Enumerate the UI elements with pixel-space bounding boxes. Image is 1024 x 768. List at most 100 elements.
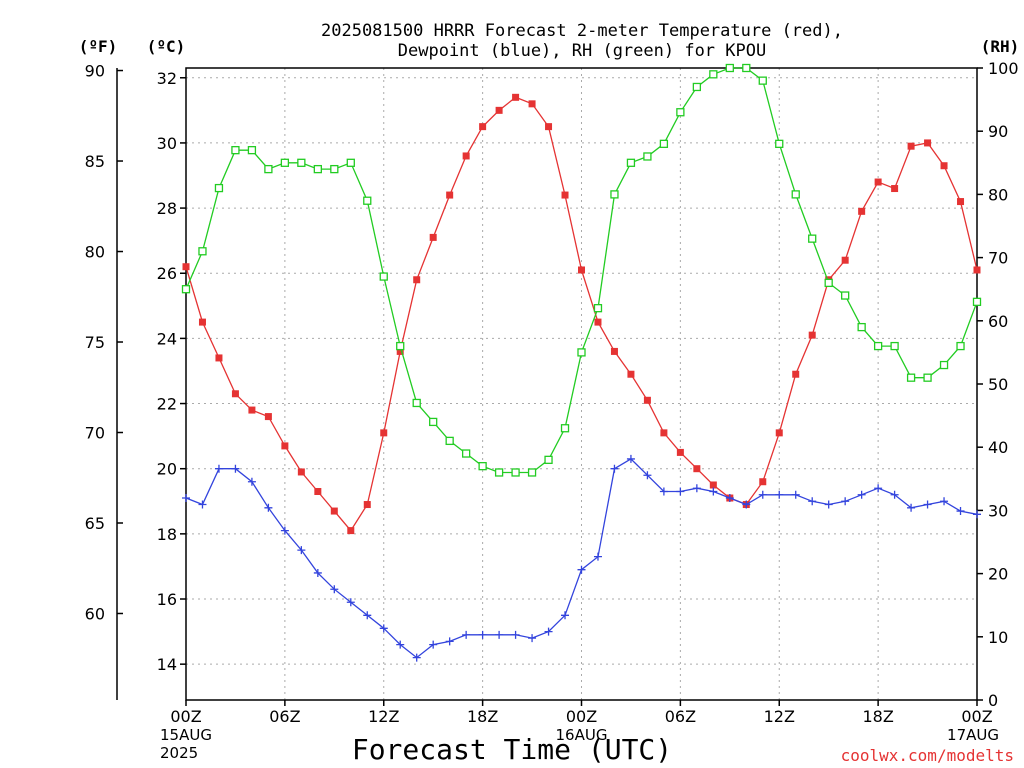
rh-tick-label: 90 xyxy=(988,122,1008,141)
temperature-point xyxy=(940,162,948,170)
celsius-tick-label: 14 xyxy=(157,655,177,674)
dewpoint-point xyxy=(346,598,355,607)
dewpoint-point xyxy=(528,634,537,643)
rh-point xyxy=(890,341,899,351)
temperature-point xyxy=(858,207,866,215)
rh-tick-label: 70 xyxy=(988,249,1008,268)
dewpoint-point xyxy=(907,503,916,512)
rh-tick-label: 60 xyxy=(988,312,1008,331)
dewpoint-point xyxy=(577,565,586,574)
temperature-point xyxy=(775,429,783,437)
rh-point xyxy=(198,247,207,256)
dewpoint-point xyxy=(940,497,949,506)
x-tick-label: 06Z xyxy=(269,707,300,726)
rh-point xyxy=(972,297,982,306)
dewpoint-point xyxy=(610,464,619,473)
temperature-point xyxy=(891,185,899,193)
dewpoint-point xyxy=(973,510,981,519)
rh-tick-label: 50 xyxy=(988,375,1008,394)
axes xyxy=(116,67,983,706)
rh-point xyxy=(264,164,273,174)
temperature-point xyxy=(281,442,289,450)
rh-point xyxy=(577,348,586,357)
temperature-point xyxy=(676,448,684,456)
dewpoint-point xyxy=(396,640,405,649)
temperature-point xyxy=(841,256,849,264)
rh-point xyxy=(346,158,355,167)
dewpoint-point xyxy=(511,630,520,639)
temperature-point xyxy=(182,263,190,271)
fahrenheit-tick-label: 60 xyxy=(85,604,105,623)
rh-tick-label: 100 xyxy=(988,59,1019,78)
dewpoint-point xyxy=(593,552,602,561)
rh-point xyxy=(181,285,191,294)
temperature-point xyxy=(561,191,569,199)
fahrenheit-tick-label: 80 xyxy=(85,243,105,262)
temperature-point xyxy=(512,93,520,101)
dewpoint-point xyxy=(379,624,388,633)
dewpoint-point xyxy=(330,585,339,594)
dewpoint-point xyxy=(626,454,635,463)
celsius-tick-label: 16 xyxy=(157,590,177,609)
x-tick-label: 18Z xyxy=(862,707,893,726)
rh-point xyxy=(626,158,636,167)
temperature-point xyxy=(643,396,651,404)
x-tick-label: 06Z xyxy=(665,707,696,726)
rh-point xyxy=(824,278,833,288)
rh-point xyxy=(659,139,669,148)
rh-point xyxy=(956,341,965,351)
temperature-point xyxy=(528,100,536,108)
chart-title-line2: Dewpoint (blue), RH (green) for KPOU xyxy=(398,41,766,61)
rh-point xyxy=(511,468,520,477)
dewpoint-point xyxy=(247,477,256,486)
temperature-point xyxy=(594,318,602,326)
celsius-tick-label: 22 xyxy=(157,395,177,414)
rh-tick-label: 40 xyxy=(988,438,1008,457)
celsius-tick-label: 20 xyxy=(157,460,177,479)
dewpoint-point xyxy=(363,611,372,620)
rh-point xyxy=(808,234,817,243)
fahrenheit-tick-label: 85 xyxy=(85,152,105,171)
rh-point xyxy=(461,449,471,458)
dewpoint-point xyxy=(808,497,817,506)
dewpoint-point xyxy=(956,507,965,516)
rh-axis-unit: (RH) xyxy=(981,37,1020,56)
rh-point xyxy=(709,70,718,79)
rh-point xyxy=(923,373,932,382)
dewpoint-point xyxy=(692,484,701,493)
rh-point xyxy=(593,304,603,313)
temperature-point xyxy=(495,106,503,114)
temperature-point xyxy=(957,198,965,206)
dewpoint-point xyxy=(478,630,487,639)
rh-point xyxy=(758,76,767,85)
temperature-point xyxy=(462,152,470,160)
dewpoint-point xyxy=(280,526,289,535)
rh-point xyxy=(857,322,866,332)
rh-point xyxy=(231,146,240,155)
dewpoint-point xyxy=(742,500,751,509)
rh-point xyxy=(906,373,916,382)
rh-point xyxy=(214,183,224,193)
dewpoint-point xyxy=(429,640,438,649)
rh-tick-label: 30 xyxy=(988,501,1008,520)
temperature-point xyxy=(347,527,355,535)
celsius-tick-label: 24 xyxy=(157,329,177,348)
rh-point xyxy=(494,468,504,477)
x-date-label: 15AUG xyxy=(160,726,212,744)
dewpoint-point xyxy=(313,568,322,577)
temperature-point xyxy=(479,123,487,131)
credit-link[interactable]: coolwx.com/modelts xyxy=(841,746,1014,765)
x-tick-label: 18Z xyxy=(467,707,498,726)
x-date-label: 2025 xyxy=(160,744,198,762)
temperature-point xyxy=(874,178,882,186)
rh-point xyxy=(363,196,372,205)
rh-point xyxy=(610,190,619,199)
rh-point xyxy=(791,190,800,199)
rh-tick-label: 80 xyxy=(988,185,1008,204)
x-date-label: 16AUG xyxy=(556,726,608,744)
temperature-point xyxy=(198,318,206,326)
rh-point xyxy=(429,417,438,427)
rh-point xyxy=(725,63,734,73)
rh-point xyxy=(247,146,257,155)
